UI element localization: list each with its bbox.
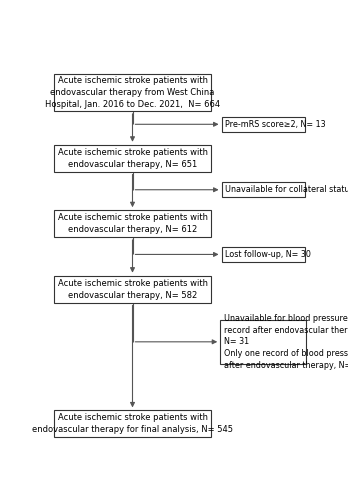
FancyBboxPatch shape bbox=[220, 320, 307, 364]
Text: Acute ischemic stroke patients with
endovascular therapy, N= 612: Acute ischemic stroke patients with endo… bbox=[57, 213, 207, 234]
FancyBboxPatch shape bbox=[221, 182, 305, 197]
Text: Acute ischemic stroke patients with
endovascular therapy, N= 651: Acute ischemic stroke patients with endo… bbox=[57, 148, 207, 169]
FancyBboxPatch shape bbox=[221, 117, 305, 132]
Text: Acute ischemic stroke patients with
endovascular therapy for final analysis, N= : Acute ischemic stroke patients with endo… bbox=[32, 413, 233, 434]
FancyBboxPatch shape bbox=[54, 74, 211, 111]
FancyBboxPatch shape bbox=[54, 276, 211, 302]
Text: Lost follow-up, N= 30: Lost follow-up, N= 30 bbox=[225, 250, 311, 259]
FancyBboxPatch shape bbox=[54, 144, 211, 172]
Text: Unavailable for blood pressure
record after endovascular therapy,
N= 31
Only one: Unavailable for blood pressure record af… bbox=[224, 314, 348, 370]
Text: Unavailable for collateral status, N= 39: Unavailable for collateral status, N= 39 bbox=[225, 185, 348, 194]
FancyBboxPatch shape bbox=[54, 210, 211, 237]
Text: Pre-mRS score≥2, N= 13: Pre-mRS score≥2, N= 13 bbox=[225, 120, 326, 129]
FancyBboxPatch shape bbox=[221, 247, 305, 262]
FancyBboxPatch shape bbox=[54, 410, 211, 438]
Text: Acute ischemic stroke patients with
endovascular therapy, N= 582: Acute ischemic stroke patients with endo… bbox=[57, 278, 207, 299]
Text: Acute ischemic stroke patients with
endovascular therapy from West China
Hospita: Acute ischemic stroke patients with endo… bbox=[45, 76, 220, 110]
